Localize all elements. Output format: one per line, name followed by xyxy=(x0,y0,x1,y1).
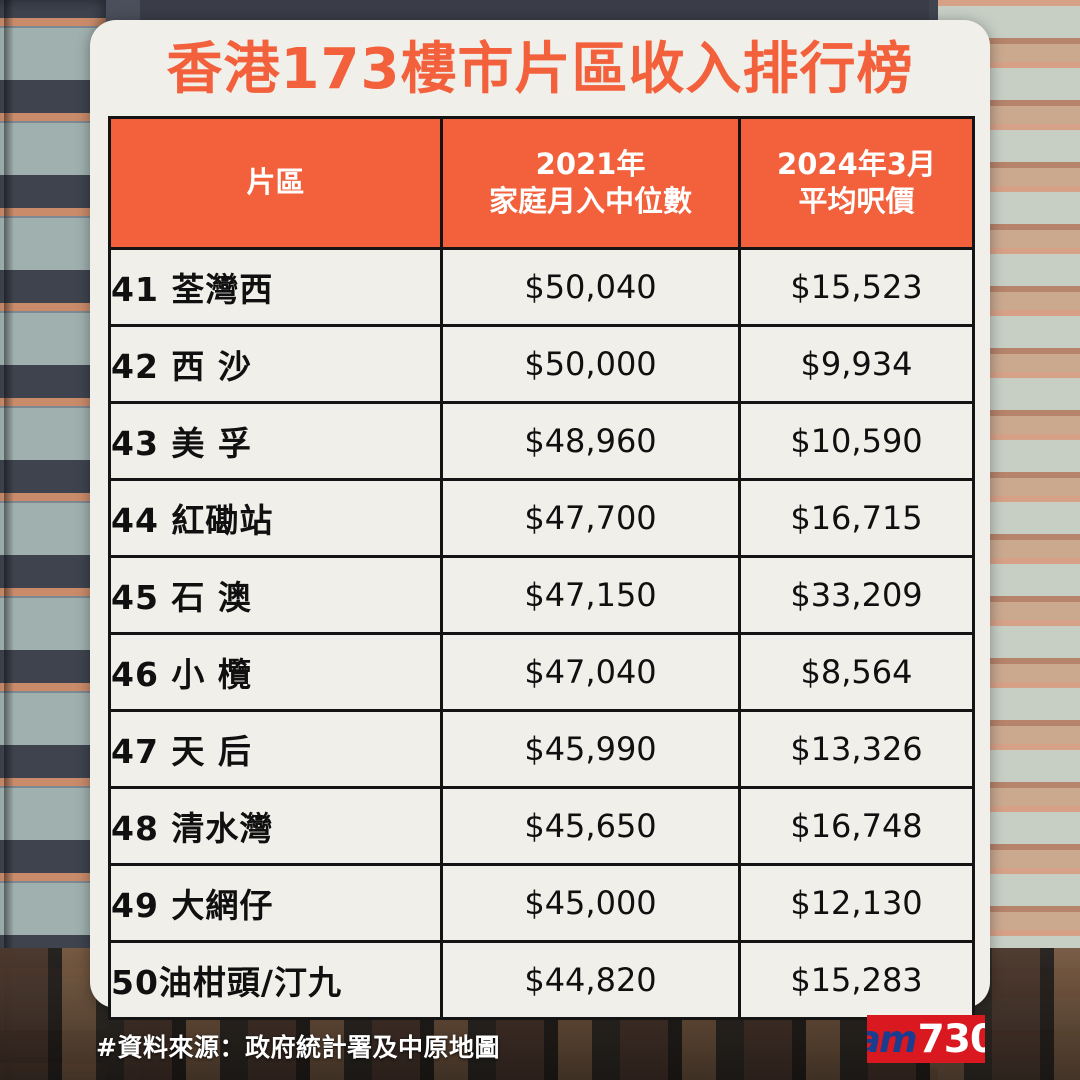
column-header-income: 2021年 家庭月入中位數 xyxy=(440,116,741,250)
cell-income: $48,960 xyxy=(440,401,741,481)
cell-price: $33,209 xyxy=(738,555,975,635)
table-body: 41 荃灣西 $50,040 $15,523 42 西 沙 $50,000 $9,934 4… xyxy=(108,247,975,1020)
cell-area: 43 美 孚 xyxy=(108,401,443,481)
cell-income: $50,000 xyxy=(440,324,741,404)
table-row: 44 紅磡站 $47,700 $16,715 xyxy=(108,478,975,558)
cell-area: 45 石 澳 xyxy=(108,555,443,635)
cell-price: $9,934 xyxy=(738,324,975,404)
cell-income: $47,150 xyxy=(440,555,741,635)
cell-income: $45,990 xyxy=(440,709,741,789)
content-card: 香港173樓市片區收入排行榜 片區 2021年 家庭月入中位數 20 xyxy=(90,20,990,1020)
cell-price: $16,748 xyxy=(738,786,975,866)
column-header-income-line2: 家庭月入中位數 xyxy=(488,184,692,218)
table-header-row: 片區 2021年 家庭月入中位數 2024年3月 平均呎價 xyxy=(108,116,975,250)
cell-income: $50,040 xyxy=(440,247,741,327)
column-header-area: 片區 xyxy=(108,116,443,250)
table-header: 片區 2021年 家庭月入中位數 2024年3月 平均呎價 xyxy=(108,116,975,250)
logo-730-text: 730 xyxy=(917,1016,985,1062)
cell-area: 42 西 沙 xyxy=(108,324,443,404)
column-header-price: 2024年3月 平均呎價 xyxy=(738,116,975,250)
logo-am-text: am xyxy=(867,1017,918,1061)
table-row: 42 西 沙 $50,000 $9,934 xyxy=(108,324,975,404)
source-note: #資料來源：政府統計署及中原地圖 xyxy=(96,1033,500,1062)
cell-price: $16,715 xyxy=(738,478,975,558)
column-header-income-line1: 2021年 xyxy=(535,146,646,181)
cell-price: $13,326 xyxy=(738,709,975,789)
page-title: 香港173樓市片區收入排行榜 xyxy=(166,37,914,102)
table-row: 48 清水灣 $45,650 $16,748 xyxy=(108,786,975,866)
cell-income: $45,000 xyxy=(440,863,741,943)
cell-area: 44 紅磡站 xyxy=(108,478,443,558)
cell-area: 47 天 后 xyxy=(108,709,443,789)
cell-area: 49 大網仔 xyxy=(108,863,443,943)
cell-income: $47,040 xyxy=(440,632,741,712)
cell-income: $45,650 xyxy=(440,786,741,866)
table-row: 43 美 孚 $48,960 $10,590 xyxy=(108,401,975,481)
cell-area: 48 清水灣 xyxy=(108,786,443,866)
column-header-price-line1: 2024年3月 xyxy=(777,146,936,181)
cell-price: $8,564 xyxy=(738,632,975,712)
table-row: 50油柑頭/汀九 $44,820 $15,283 xyxy=(108,940,975,1020)
column-header-area-label: 片區 xyxy=(246,165,305,200)
cell-price: $12,130 xyxy=(738,863,975,943)
column-header-price-line2: 平均呎價 xyxy=(798,184,915,218)
cell-price: $10,590 xyxy=(738,401,975,481)
table-row: 49 大網仔 $45,000 $12,130 xyxy=(108,863,975,943)
cell-area: 41 荃灣西 xyxy=(108,247,443,327)
table-row: 46 小 欖 $47,040 $8,564 xyxy=(108,632,975,712)
cell-area: 46 小 欖 xyxy=(108,632,443,712)
cell-income: $47,700 xyxy=(440,478,741,558)
cell-area: 50油柑頭/汀九 xyxy=(108,940,443,1020)
am730-logo: am 730 xyxy=(867,1015,985,1063)
table-row: 47 天 后 $45,990 $13,326 xyxy=(108,709,975,789)
cell-price: $15,283 xyxy=(738,940,975,1020)
cell-income: $44,820 xyxy=(440,940,741,1020)
ranking-table: 片區 2021年 家庭月入中位數 2024年3月 平均呎價 41 荃灣西 $50,… xyxy=(108,116,975,1020)
cell-price: $15,523 xyxy=(738,247,975,327)
table-row: 45 石 澳 $47,150 $33,209 xyxy=(108,555,975,635)
table-row: 41 荃灣西 $50,040 $15,523 xyxy=(108,247,975,327)
